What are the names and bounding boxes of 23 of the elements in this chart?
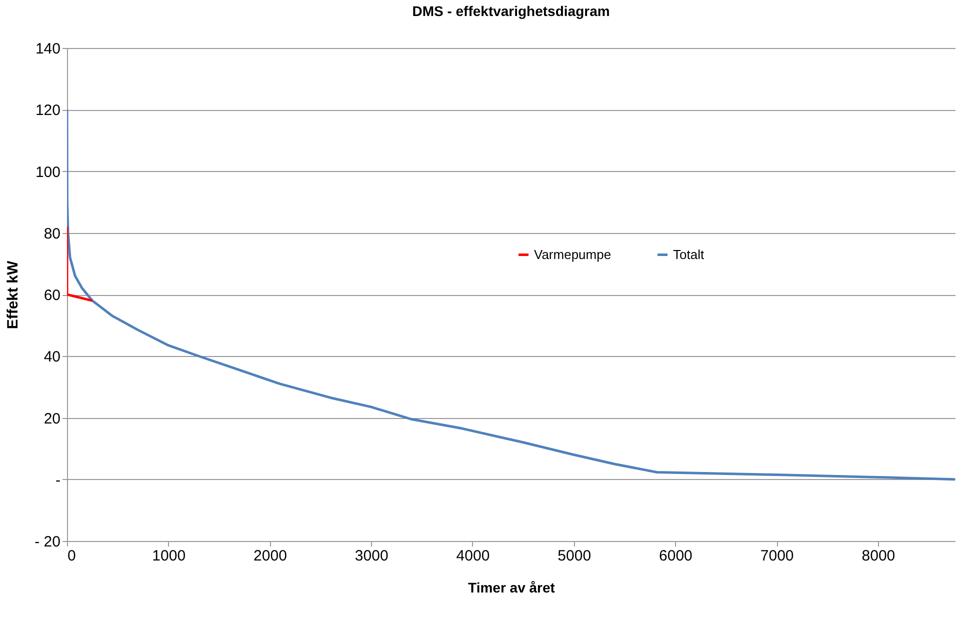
y-tick-label: 40 xyxy=(44,348,60,366)
y-tick-label: 120 xyxy=(35,102,60,120)
x-tick-label: 5000 xyxy=(558,548,592,564)
x-tick-label: 4000 xyxy=(456,548,490,564)
x-axis-title: Timer av året xyxy=(468,580,556,596)
y-tick-label: 60 xyxy=(44,287,60,304)
x-tick-label: 0 xyxy=(68,548,76,564)
legend-label: Varmepumpe xyxy=(534,246,612,262)
y-tick-label: 100 xyxy=(35,164,60,181)
x-tick-label: 3000 xyxy=(354,548,388,564)
x-tick-label: 6000 xyxy=(659,548,692,564)
legend-label: Totalt xyxy=(673,246,704,262)
y-tick-label: 140 xyxy=(35,40,60,58)
x-tick-label: 1000 xyxy=(152,548,186,564)
chart-title: DMS - effektvarighetsdiagram xyxy=(412,3,610,19)
y-tick-label: 80 xyxy=(44,225,60,242)
x-tick-label: 7000 xyxy=(760,548,794,564)
x-tick-label: 8000 xyxy=(862,548,896,564)
y-tick-label: 20 xyxy=(44,410,60,428)
y-tick-label: - 20 xyxy=(34,534,60,550)
x-tick-label: 2000 xyxy=(254,548,287,564)
y-axis-title: Effekt kW xyxy=(4,260,22,330)
y-tick-label: - xyxy=(56,472,60,489)
